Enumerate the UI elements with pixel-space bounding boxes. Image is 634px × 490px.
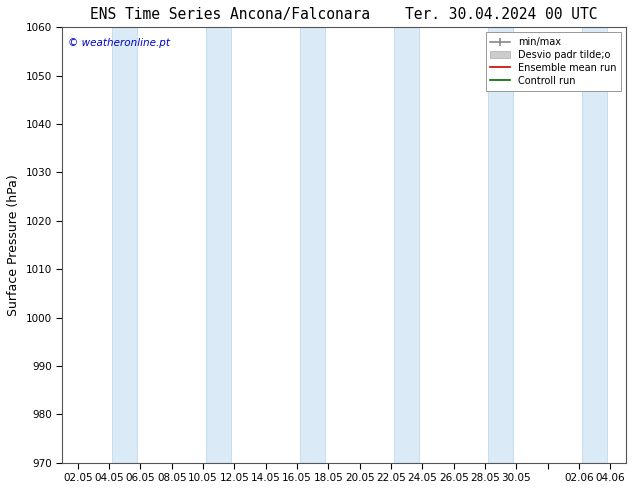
Bar: [112, 27, 138, 463]
Bar: [206, 27, 231, 463]
Bar: [488, 27, 513, 463]
Bar: [582, 27, 607, 463]
Y-axis label: Surface Pressure (hPa): Surface Pressure (hPa): [7, 174, 20, 316]
Legend: min/max, Desvio padr tilde;o, Ensemble mean run, Controll run: min/max, Desvio padr tilde;o, Ensemble m…: [486, 32, 621, 91]
Text: © weatheronline.pt: © weatheronline.pt: [68, 38, 170, 48]
Bar: [394, 27, 419, 463]
Title: ENS Time Series Ancona/Falconara    Ter. 30.04.2024 00 UTC: ENS Time Series Ancona/Falconara Ter. 30…: [90, 7, 598, 22]
Bar: [300, 27, 325, 463]
